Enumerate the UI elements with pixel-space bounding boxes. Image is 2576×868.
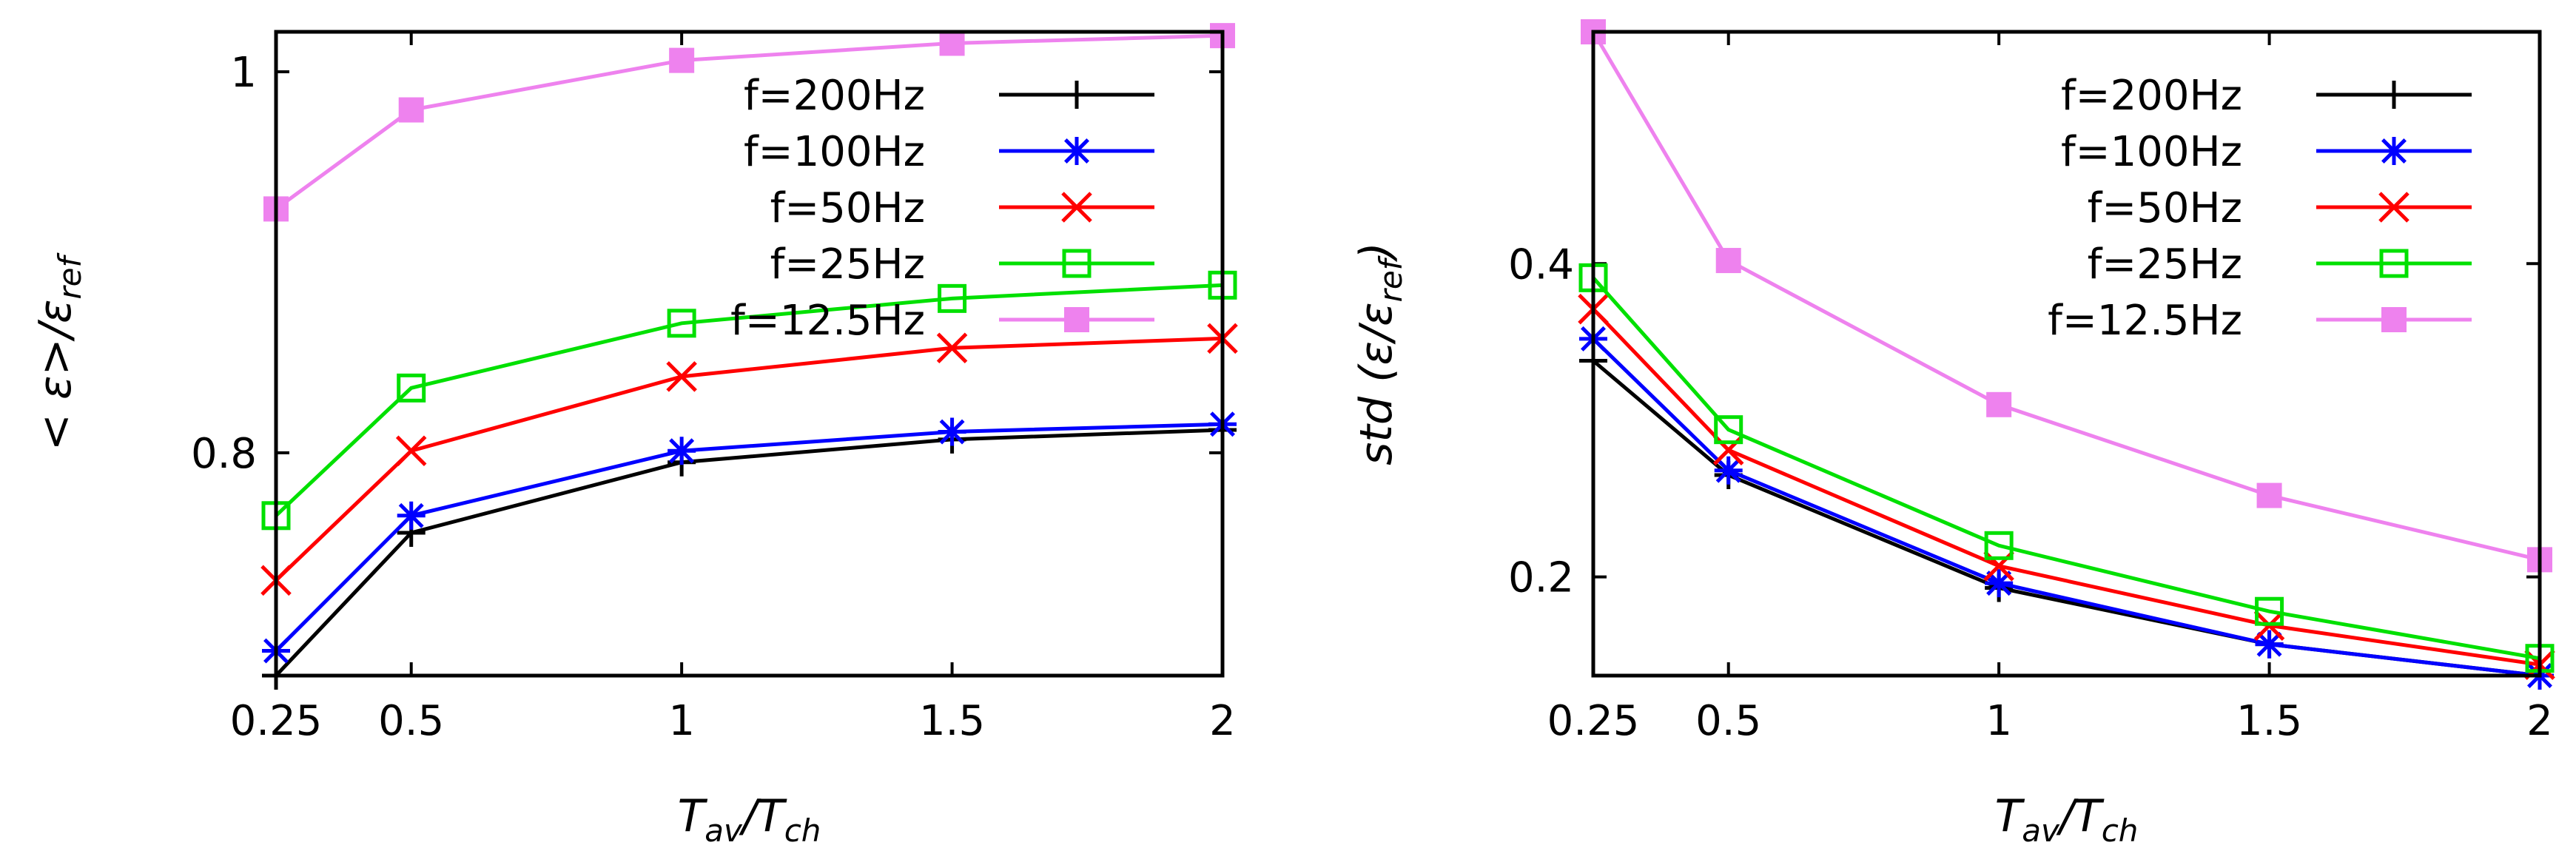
- y-tick-label: 1: [230, 49, 257, 97]
- x-tick-label: 2: [1209, 697, 1236, 745]
- legend-label-f50hz: f=50Hz: [770, 184, 925, 232]
- legend-marker-f12.5hz: [1064, 307, 1089, 332]
- data-point-f12.5hz: [2256, 482, 2282, 508]
- data-point-f25hz: [1714, 415, 1743, 445]
- chart-panel-right: 0.25 0.5 1 1.5 2 0.2 0.4 f=200Hz f=100Hz f=50Hz f=…: [1351, 19, 2555, 849]
- x-axis-title: Tav/Tch: [1995, 790, 2139, 849]
- plot-frame: [274, 30, 1225, 678]
- chart-panel-left: 0.25 0.5 1 1.5 2 0.8 1 f=200Hz f=100Hz f=50Hz f=25…: [30, 23, 1238, 849]
- legend-label-f200hz: f=200Hz: [744, 72, 925, 120]
- legend-marker-f100hz: [2380, 137, 2408, 165]
- data-point-f50hz: [936, 332, 968, 364]
- legend-label-f12.5hz: f=12.5Hz: [2048, 297, 2242, 345]
- data-point-f25hz: [1984, 531, 2014, 560]
- legend-marker-f100hz: [1063, 137, 1091, 165]
- y-tick-label: 0.4: [1508, 240, 1574, 289]
- data-point-f100hz: [938, 417, 966, 446]
- y-tick-label: 0.2: [1508, 554, 1574, 602]
- y-axis-title: < ε>/εref: [30, 252, 88, 451]
- data-point-f12.5hz: [1986, 391, 2012, 417]
- x-tick-label: 1: [1985, 697, 2012, 745]
- data-point-f12.5hz: [1715, 248, 1741, 274]
- data-point-f25hz: [667, 309, 696, 338]
- data-point-f100hz: [397, 501, 426, 530]
- x-tick-label: 2: [2526, 697, 2553, 745]
- x-tick-label: 0.5: [378, 697, 444, 745]
- data-point-f100hz: [1714, 456, 1743, 485]
- legend-marker-f50hz: [2378, 192, 2409, 223]
- legend-marker-f200hz: [1063, 81, 1091, 109]
- legend-marker-f50hz: [1061, 192, 1092, 223]
- x-tick-label: 0.25: [1547, 697, 1640, 745]
- y-axis-title: std (ε/εref): [1351, 242, 1409, 465]
- data-point-f50hz: [666, 361, 697, 392]
- legend-label-f12.5hz: f=12.5Hz: [730, 297, 925, 345]
- data-point-f100hz: [1985, 569, 2014, 598]
- legend-label-f25hz: f=25Hz: [770, 240, 925, 289]
- legend-marker-f200hz: [2380, 81, 2408, 109]
- data-point-f25hz: [938, 283, 967, 313]
- x-tick-label: 1: [668, 697, 695, 745]
- legend-marker-f12.5hz: [2381, 307, 2407, 332]
- data-point-f100hz: [667, 437, 696, 465]
- plot-frame: [1591, 30, 2542, 678]
- legend-marker-f25hz: [1062, 249, 1092, 278]
- x-tick-label: 0.25: [230, 697, 323, 745]
- data-point-f50hz: [395, 435, 427, 467]
- legend-label-f200hz: f=200Hz: [2061, 72, 2242, 120]
- x-tick-label: 1.5: [919, 697, 985, 745]
- series-line-f25hz: [1592, 276, 2540, 661]
- y-tick-label: 0.8: [191, 430, 257, 478]
- legend-label-f100hz: f=100Hz: [744, 128, 925, 176]
- x-tick-label: 0.5: [1695, 697, 1761, 745]
- data-point-f12.5hz: [939, 30, 965, 56]
- legend-label-f100hz: f=100Hz: [2061, 128, 2242, 176]
- series-line-f25hz: [275, 283, 1223, 517]
- data-point-f12.5hz: [398, 97, 424, 123]
- data-point-f12.5hz: [669, 47, 695, 73]
- data-point-f25hz: [2255, 596, 2284, 626]
- legend-label-f50hz: f=50Hz: [2088, 184, 2242, 232]
- x-tick-label: 1.5: [2236, 697, 2302, 745]
- data-point-f25hz: [397, 373, 426, 403]
- legend-label-f25hz: f=25Hz: [2088, 240, 2242, 289]
- data-point-f100hz: [2255, 630, 2284, 659]
- x-axis-title: Tav/Tch: [678, 790, 821, 849]
- legend-marker-f25hz: [2379, 249, 2409, 278]
